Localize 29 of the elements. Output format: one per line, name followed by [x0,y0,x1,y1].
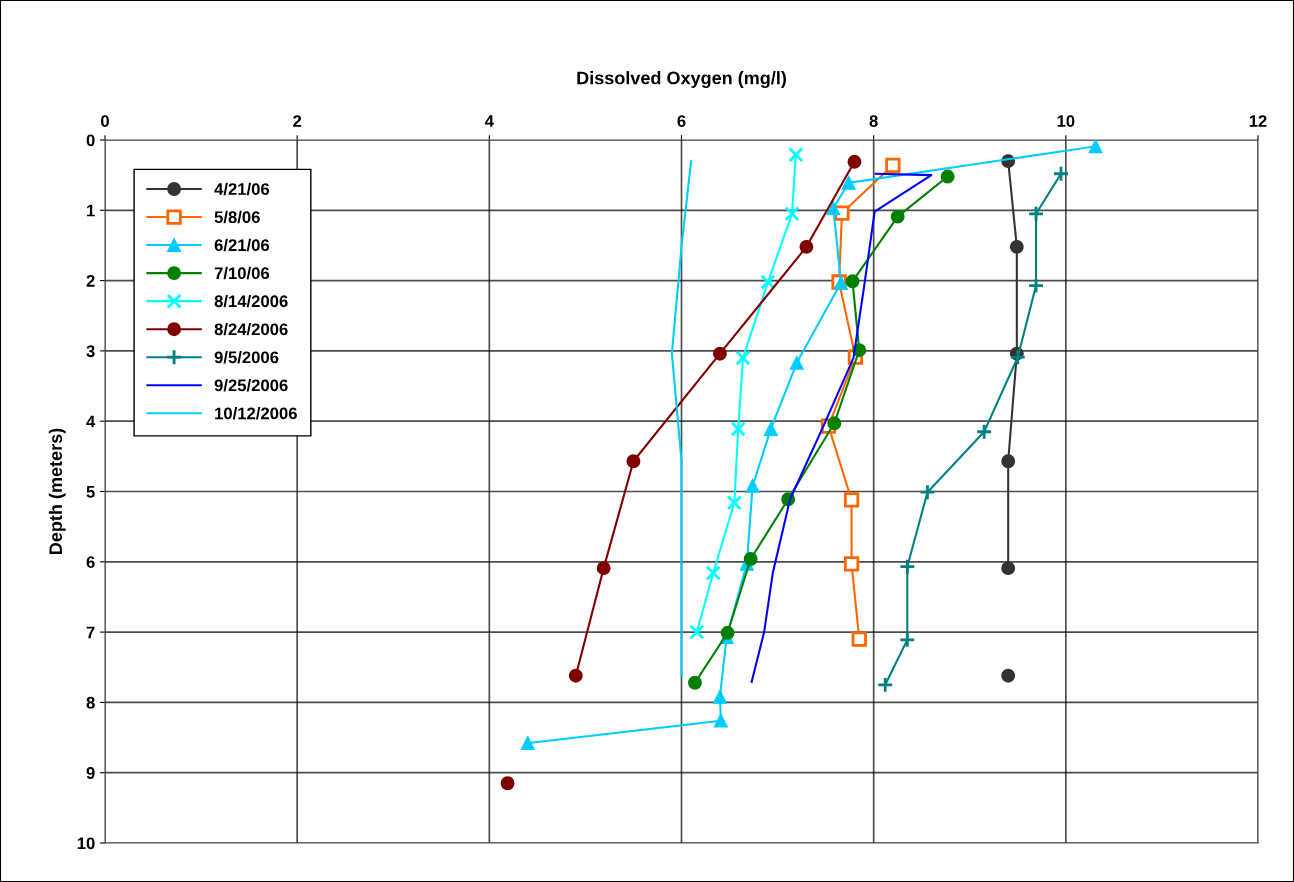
legend-label: 10/12/2006 [215,407,297,420]
x-tick-label: 8 [869,115,878,127]
legend-label: 8/14/2006 [214,294,288,308]
y-tick-label: 5 [86,486,95,498]
x-tick-label: 6 [677,115,686,127]
y-tick-label: 0 [86,134,95,147]
y-tick-label: 3 [86,345,95,358]
y-tick-label: 1 [87,204,95,217]
y-tick-label: 6 [86,556,95,568]
legend-label: 8/24/2006 [214,322,288,336]
x-tick-label: 10 [1057,115,1075,127]
y-tick-label: 4 [86,415,96,428]
legend-label: 4/21/06 [214,182,270,196]
legend-label: 9/25/2006 [214,379,288,392]
x-tick-label: 0 [101,115,109,127]
y-tick-label: 8 [86,696,95,709]
legend-label: 6/21/06 [214,238,270,252]
y-tick-label: 10 [77,837,95,850]
legend-label: 7/10/06 [214,266,270,280]
x-tick-label: 2 [293,115,302,127]
y-axis-title: Depth (meters) [48,428,66,554]
x-axis-title: Dissolved Oxygen (mg/l) [577,71,786,89]
legend-label: 9/5/2006 [214,350,279,364]
y-tick-label: 2 [86,275,95,287]
x-tick-label: 4 [484,115,494,127]
legend-label: 5/8/06 [214,210,260,224]
y-tick-label: 7 [86,626,95,639]
x-tick-label: 12 [1249,115,1267,127]
y-tick-label: 9 [86,767,95,779]
